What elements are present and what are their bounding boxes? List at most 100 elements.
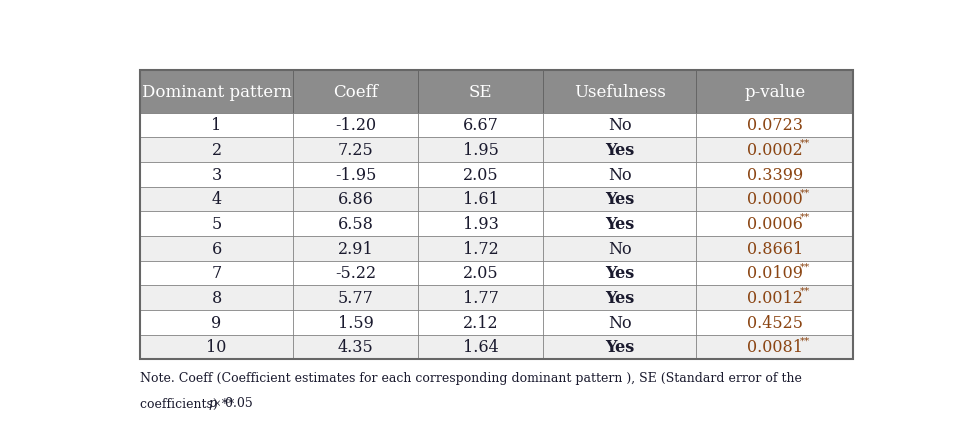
Bar — [419, 162, 543, 187]
Text: 0.8661: 0.8661 — [747, 240, 803, 257]
Text: ‹ 0.05: ‹ 0.05 — [212, 396, 253, 410]
Text: 0.0723: 0.0723 — [747, 117, 803, 134]
Text: 10: 10 — [206, 339, 227, 356]
Text: 1.64: 1.64 — [462, 339, 498, 356]
Text: 1: 1 — [211, 117, 222, 134]
Text: Yes: Yes — [605, 265, 635, 282]
Bar — [294, 138, 419, 162]
Text: 2.05: 2.05 — [463, 166, 498, 183]
Text: 2: 2 — [211, 142, 222, 159]
Bar — [419, 310, 543, 335]
Text: No: No — [608, 314, 632, 331]
Text: **: ** — [800, 213, 810, 222]
Bar — [294, 261, 419, 286]
Bar — [543, 237, 697, 261]
Text: p-value: p-value — [744, 84, 805, 101]
Text: No: No — [608, 117, 632, 134]
Bar — [543, 187, 697, 212]
Bar — [543, 162, 697, 187]
Text: coefficients) **: coefficients) ** — [140, 396, 234, 410]
Text: 0.0002: 0.0002 — [747, 142, 802, 159]
Text: 5: 5 — [211, 215, 222, 233]
Bar — [140, 71, 854, 360]
Bar — [419, 237, 543, 261]
Bar — [543, 261, 697, 286]
Text: Yes: Yes — [605, 215, 635, 233]
Text: Yes: Yes — [605, 339, 635, 356]
Bar — [419, 261, 543, 286]
Bar — [419, 71, 543, 113]
Text: 9: 9 — [211, 314, 222, 331]
Text: 5.77: 5.77 — [338, 290, 374, 307]
Bar — [140, 212, 294, 237]
Text: 6.86: 6.86 — [338, 191, 374, 208]
Text: p: p — [208, 396, 216, 410]
Text: 2.91: 2.91 — [338, 240, 374, 257]
Text: 4: 4 — [211, 191, 222, 208]
Bar — [140, 138, 294, 162]
Text: 0.4525: 0.4525 — [747, 314, 803, 331]
Text: 0.0109: 0.0109 — [747, 265, 803, 282]
Bar — [419, 335, 543, 360]
Bar — [294, 237, 419, 261]
Text: 1.61: 1.61 — [462, 191, 498, 208]
Bar — [697, 261, 854, 286]
Text: Yes: Yes — [605, 142, 635, 159]
Bar — [697, 71, 854, 113]
Text: **: ** — [800, 139, 810, 148]
Bar — [697, 113, 854, 138]
Text: 6: 6 — [211, 240, 222, 257]
Bar — [419, 212, 543, 237]
Text: **: ** — [800, 262, 810, 271]
Bar — [697, 237, 854, 261]
Text: -1.20: -1.20 — [335, 117, 376, 134]
Text: 1.77: 1.77 — [462, 290, 498, 307]
Bar — [294, 335, 419, 360]
Bar — [697, 335, 854, 360]
Text: **: ** — [800, 336, 810, 345]
Bar — [140, 261, 294, 286]
Text: SE: SE — [469, 84, 492, 101]
Text: 0.3399: 0.3399 — [747, 166, 803, 183]
Bar — [140, 310, 294, 335]
Bar — [294, 212, 419, 237]
Text: **: ** — [800, 188, 810, 197]
Text: 7.25: 7.25 — [338, 142, 374, 159]
Text: 3: 3 — [211, 166, 222, 183]
Bar — [294, 187, 419, 212]
Text: 0.0000: 0.0000 — [747, 191, 802, 208]
Text: 0.0081: 0.0081 — [747, 339, 803, 356]
Text: Usefulness: Usefulness — [574, 84, 666, 101]
Bar — [697, 212, 854, 237]
Text: **: ** — [800, 286, 810, 296]
Text: -1.95: -1.95 — [335, 166, 376, 183]
Text: No: No — [608, 240, 632, 257]
Text: 7: 7 — [211, 265, 222, 282]
Bar — [419, 138, 543, 162]
Bar — [294, 113, 419, 138]
Text: Coeff: Coeff — [333, 84, 378, 101]
Bar — [140, 187, 294, 212]
Bar — [140, 162, 294, 187]
Text: Note. Coeff (Coefficient estimates for each corresponding dominant pattern ), SE: Note. Coeff (Coefficient estimates for e… — [140, 371, 801, 384]
Text: 2.12: 2.12 — [463, 314, 498, 331]
Bar — [697, 138, 854, 162]
Bar — [294, 286, 419, 310]
Bar — [140, 237, 294, 261]
Text: 4.35: 4.35 — [338, 339, 374, 356]
Bar — [697, 286, 854, 310]
Bar — [419, 286, 543, 310]
Bar — [294, 162, 419, 187]
Text: 1.95: 1.95 — [462, 142, 498, 159]
Bar — [543, 138, 697, 162]
Text: 1.72: 1.72 — [462, 240, 498, 257]
Text: 0.0012: 0.0012 — [747, 290, 802, 307]
Bar — [543, 310, 697, 335]
Text: 0.0006: 0.0006 — [747, 215, 802, 233]
Bar — [543, 286, 697, 310]
Text: Yes: Yes — [605, 290, 635, 307]
Text: 6.67: 6.67 — [462, 117, 498, 134]
Bar — [697, 162, 854, 187]
Bar — [140, 335, 294, 360]
Bar — [543, 71, 697, 113]
